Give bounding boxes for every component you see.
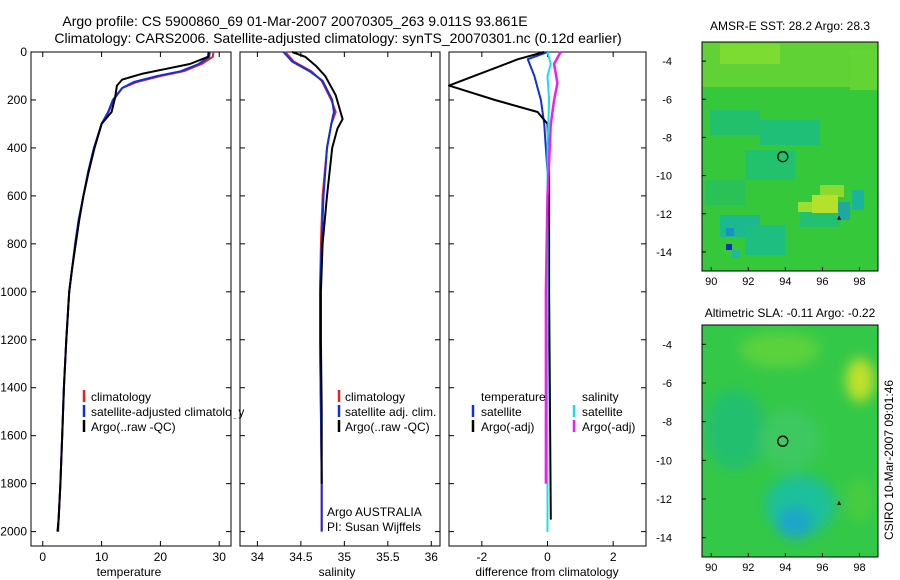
depth-tick-label: 600 xyxy=(7,189,27,203)
depth-tick-label: 200 xyxy=(7,93,27,107)
difference-series-blue xyxy=(526,51,549,532)
legend-argo-raw: Argo(..raw -QC) xyxy=(345,420,430,434)
salinity-series-red xyxy=(284,51,337,532)
depth-tick-label: 1000 xyxy=(0,285,27,299)
sla-float-marker xyxy=(837,500,842,505)
sst-lon-label: 98 xyxy=(853,276,865,288)
temperature-xtick-label: 20 xyxy=(154,550,168,564)
sla-lon-label: 98 xyxy=(853,562,865,574)
difference-series-magenta xyxy=(544,51,562,484)
sla-map: Altimetric SLA: -0.11 Argo: -0.22 90 92 94… xyxy=(656,306,879,574)
sla-lon-label: 96 xyxy=(816,562,828,574)
legend-title-temperature: temperature xyxy=(481,390,546,404)
temperature-plot-frame xyxy=(30,51,232,547)
sst-map-frame xyxy=(701,41,879,272)
sla-lat-label: -10 xyxy=(656,455,672,467)
sla-lat-label: -4 xyxy=(662,339,672,351)
sst-map: AMSR-E SST: 28.2 Argo: 28.3 90 92 94 96 98 -4… xyxy=(656,19,879,288)
sla-lon-label: 94 xyxy=(779,562,791,574)
sst-lat-label: -10 xyxy=(656,171,672,183)
sst-lon-label: 90 xyxy=(705,276,717,288)
sst-float-marker xyxy=(837,215,842,220)
sst-lon-label: 96 xyxy=(816,276,828,288)
sla-map-frame xyxy=(701,324,879,558)
temperature-xtick-label: 30 xyxy=(213,550,227,564)
difference-legend: temperature satellite Argo(-adj) salinit… xyxy=(471,390,635,434)
salinity-xtick-label: 36 xyxy=(425,550,439,564)
legend-temp-argo: Argo(-adj) xyxy=(481,420,534,434)
difference-xlabel: difference from climatology xyxy=(475,565,618,579)
sst-lat-label: -8 xyxy=(662,132,672,144)
legend-sal-satellite: satellite xyxy=(582,405,623,419)
depth-tick-label: 400 xyxy=(7,141,27,155)
float-pi: PI: Susan Wijffels xyxy=(327,520,421,534)
difference-xtick-label: -2 xyxy=(476,550,487,564)
temperature-series-red xyxy=(56,51,215,532)
sst-profile-marker xyxy=(777,151,789,163)
temperature-xtick-label: 0 xyxy=(39,550,46,564)
temperature-xtick-label: 10 xyxy=(95,550,109,564)
depth-tick-label: 1400 xyxy=(0,381,27,395)
depth-tick-label: 2000 xyxy=(0,525,27,539)
sla-lat-label: -14 xyxy=(656,533,672,545)
temperature-series-black xyxy=(56,51,210,532)
sla-lat-label: -8 xyxy=(662,417,672,429)
sla-map-title: Altimetric SLA: -0.11 Argo: -0.22 xyxy=(705,306,876,320)
salinity-plot-frame xyxy=(239,51,441,547)
salinity-legend: climatology satellite adj. clim. Argo(..… xyxy=(337,390,436,434)
difference-xtick-label: 2 xyxy=(610,550,617,564)
depth-tick-label: 0 xyxy=(20,45,27,59)
sst-lat-label: -6 xyxy=(662,94,672,106)
sla-lon-label: 92 xyxy=(742,562,754,574)
sst-lat-label: -4 xyxy=(662,56,672,68)
difference-series-black xyxy=(448,51,552,520)
sst-lon-label: 92 xyxy=(742,276,754,288)
salinity-xtick-label: 35.5 xyxy=(376,550,400,564)
sst-map-title: AMSR-E SST: 28.2 Argo: 28.3 xyxy=(710,19,870,33)
title-line1: Argo profile: CS 5900860_69 01-Mar-2007 … xyxy=(62,13,527,29)
depth-tick-label: 1200 xyxy=(0,333,27,347)
legend-climatology: climatology xyxy=(345,390,405,404)
sst-lon-label: 94 xyxy=(779,276,791,288)
legend-satellite-adj: satellite adj. clim. xyxy=(345,405,436,419)
difference-series-cyan xyxy=(546,51,552,532)
legend-satellite-adjusted: satellite-adjusted climatology xyxy=(91,405,244,419)
temperature-panel: 0 10 20 30 0 200 400 600 800 1000 1200 1400 1600 1800… xyxy=(0,45,244,579)
sst-lat-label: -12 xyxy=(656,209,672,221)
salinity-series-blue xyxy=(282,51,335,532)
sla-profile-marker xyxy=(777,435,789,447)
temperature-xlabel: temperature xyxy=(97,565,162,579)
temperature-series-blue xyxy=(57,51,211,532)
salinity-xtick-label: 35 xyxy=(338,550,352,564)
salinity-xlabel: salinity xyxy=(319,565,356,579)
salinity-series-black xyxy=(291,51,344,484)
salinity-xtick-label: 34.5 xyxy=(289,550,313,564)
legend-sal-argo: Argo(-adj) xyxy=(582,420,635,434)
float-owner: Argo AUSTRALIA xyxy=(327,505,422,519)
sst-field xyxy=(702,42,878,271)
sla-lat-label: -6 xyxy=(662,378,672,390)
depth-tick-label: 800 xyxy=(7,237,27,251)
salinity-xtick-label: 34 xyxy=(251,550,265,564)
legend-argo-raw: Argo(..raw -QC) xyxy=(91,420,176,434)
depth-tick-label: 1600 xyxy=(0,429,27,443)
side-label: CSIRO 10-Mar-2007 09:01:46 xyxy=(882,380,896,540)
difference-xtick-label: 0 xyxy=(544,550,551,564)
sla-lon-label: 90 xyxy=(705,562,717,574)
depth-tick-label: 1800 xyxy=(0,477,27,491)
salinity-panel: 34 34.5 35 35.5 36 salinity climatology sate… xyxy=(239,51,441,579)
legend-climatology: climatology xyxy=(91,390,151,404)
difference-panel: -2 0 2 difference from climatology tempera… xyxy=(448,51,647,579)
legend-title-salinity: salinity xyxy=(582,390,619,404)
sst-lat-label: -14 xyxy=(656,247,672,259)
sla-field xyxy=(702,325,878,557)
title-line2: Climatology: CARS2006. Satellite-adjuste… xyxy=(54,30,621,46)
temperature-legend: climatology satellite-adjusted climatolo… xyxy=(82,390,244,434)
legend-temp-satellite: satellite xyxy=(481,405,522,419)
sla-lat-label: -12 xyxy=(656,494,672,506)
